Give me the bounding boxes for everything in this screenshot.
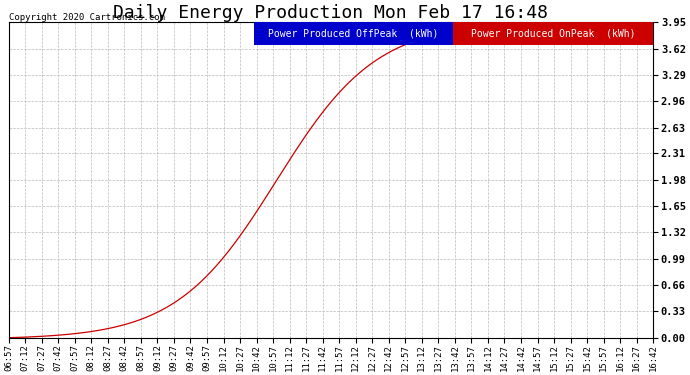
- Text: Power Produced OnPeak  (kWh): Power Produced OnPeak (kWh): [471, 28, 635, 39]
- Title: Daily Energy Production Mon Feb 17 16:48: Daily Energy Production Mon Feb 17 16:48: [113, 4, 549, 22]
- Text: Copyright 2020 Cartronics.com: Copyright 2020 Cartronics.com: [9, 13, 164, 22]
- Bar: [254, 22, 453, 45]
- Text: Power Produced OffPeak  (kWh): Power Produced OffPeak (kWh): [268, 28, 439, 39]
- Bar: [453, 22, 653, 45]
